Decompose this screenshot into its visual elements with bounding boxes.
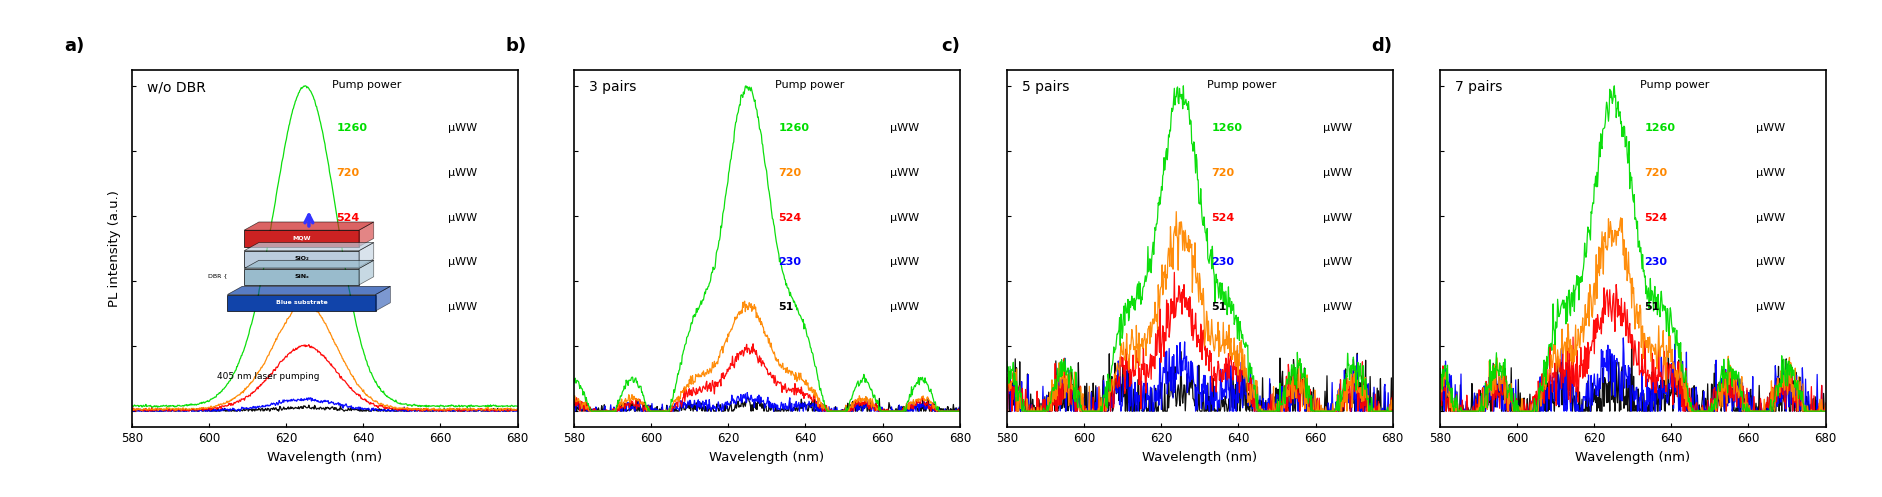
Text: c): c): [941, 37, 960, 55]
Text: μWW: μWW: [448, 168, 478, 178]
Text: 1260: 1260: [779, 123, 809, 133]
Text: μWW: μWW: [1756, 302, 1786, 312]
Text: 51: 51: [1212, 302, 1227, 312]
Text: μWW: μWW: [1323, 123, 1353, 133]
Text: μWW: μWW: [890, 302, 920, 312]
X-axis label: Wavelength (nm): Wavelength (nm): [1575, 451, 1690, 464]
Text: μWW: μWW: [1323, 168, 1353, 178]
Text: w/o DBR: w/o DBR: [147, 81, 205, 94]
Text: 1260: 1260: [1645, 123, 1675, 133]
Text: 524: 524: [1645, 213, 1667, 223]
Text: 720: 720: [1645, 168, 1667, 178]
Text: 230: 230: [1212, 257, 1235, 267]
Y-axis label: PL intensity (a.u.): PL intensity (a.u.): [109, 190, 120, 307]
Text: μWW: μWW: [1323, 213, 1353, 223]
Text: 5 pairs: 5 pairs: [1022, 81, 1069, 94]
Text: μWW: μWW: [1756, 123, 1786, 133]
Text: μWW: μWW: [448, 302, 478, 312]
Text: μWW: μWW: [1756, 257, 1786, 267]
Text: 230: 230: [1645, 257, 1667, 267]
Text: 720: 720: [1212, 168, 1235, 178]
Text: μWW: μWW: [890, 168, 920, 178]
Text: μWW: μWW: [890, 257, 920, 267]
Text: 720: 720: [337, 168, 359, 178]
Text: 1260: 1260: [337, 123, 367, 133]
Text: 1260: 1260: [1212, 123, 1242, 133]
Text: Pump power: Pump power: [1641, 81, 1709, 90]
Text: μWW: μWW: [1756, 213, 1786, 223]
Text: a): a): [64, 37, 85, 55]
Text: μWW: μWW: [448, 213, 478, 223]
Text: μWW: μWW: [1323, 257, 1353, 267]
X-axis label: Wavelength (nm): Wavelength (nm): [710, 451, 824, 464]
Text: 720: 720: [779, 168, 802, 178]
Text: 51: 51: [779, 302, 794, 312]
Text: μWW: μWW: [1323, 302, 1353, 312]
Text: 230: 230: [337, 257, 359, 267]
Text: μWW: μWW: [1756, 168, 1786, 178]
Text: 3 pairs: 3 pairs: [589, 81, 636, 94]
Text: 230: 230: [779, 257, 802, 267]
Text: μWW: μWW: [890, 123, 920, 133]
Text: b): b): [506, 37, 527, 55]
Text: 524: 524: [337, 213, 359, 223]
Text: d): d): [1372, 37, 1393, 55]
Text: μWW: μWW: [448, 257, 478, 267]
Text: 405 nm laser pumping: 405 nm laser pumping: [216, 372, 320, 381]
X-axis label: Wavelength (nm): Wavelength (nm): [267, 451, 382, 464]
X-axis label: Wavelength (nm): Wavelength (nm): [1142, 451, 1257, 464]
Text: 51: 51: [1645, 302, 1660, 312]
Text: Pump power: Pump power: [1208, 81, 1276, 90]
Text: 51: 51: [337, 302, 352, 312]
Text: Pump power: Pump power: [333, 81, 401, 90]
Text: 524: 524: [1212, 213, 1235, 223]
Text: μWW: μWW: [890, 213, 920, 223]
Text: 524: 524: [779, 213, 802, 223]
Text: μWW: μWW: [448, 123, 478, 133]
Text: 7 pairs: 7 pairs: [1455, 81, 1502, 94]
Text: Pump power: Pump power: [775, 81, 843, 90]
